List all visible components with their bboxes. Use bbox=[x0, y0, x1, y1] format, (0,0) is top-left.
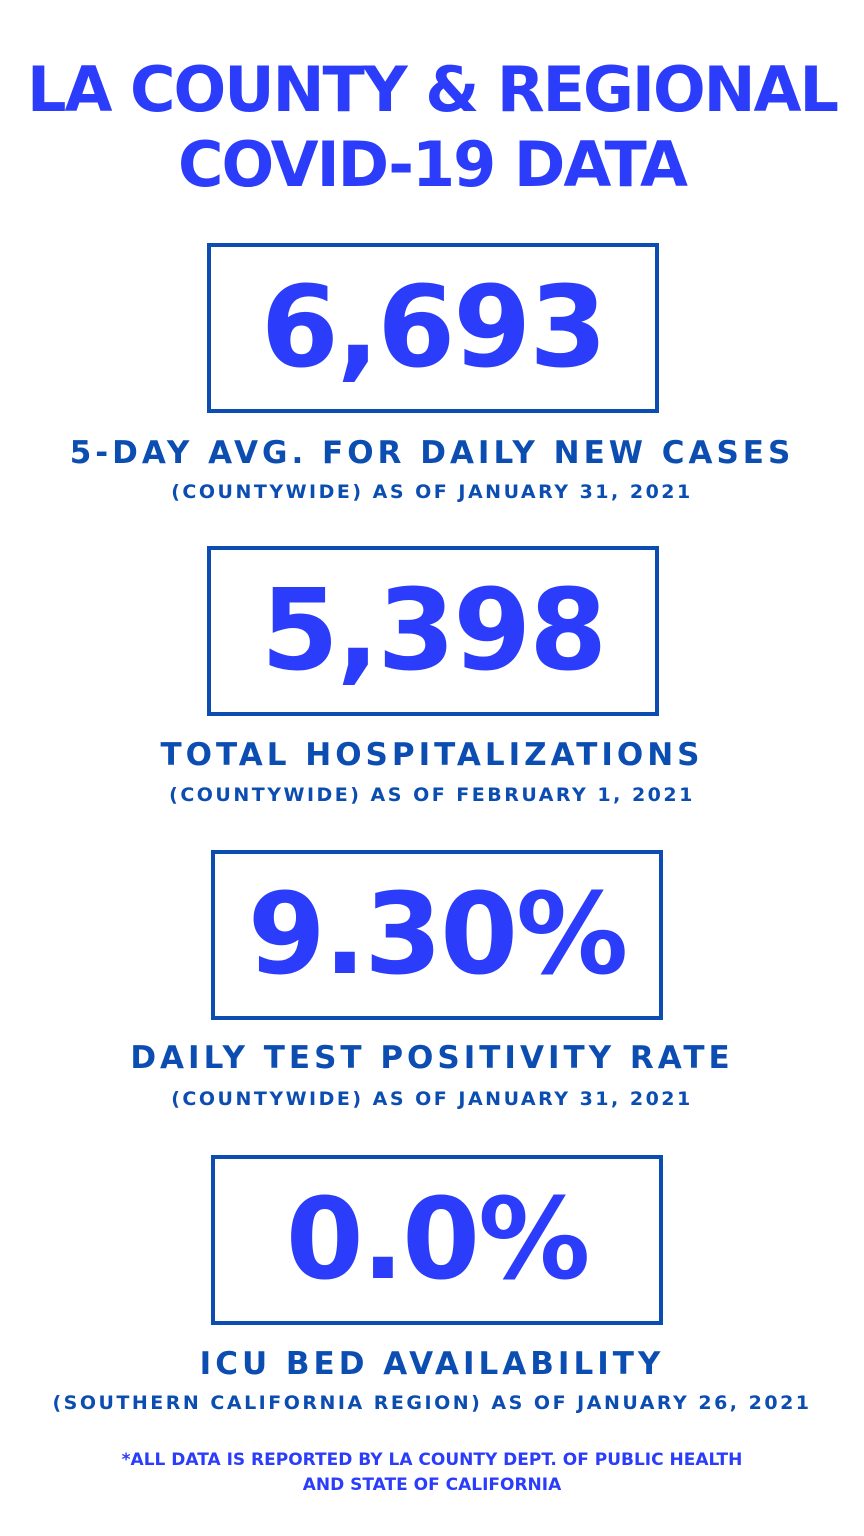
stat-box-positivity: 9.30% bbox=[211, 850, 663, 1020]
stat-label: TOTAL HOSPITALIZATIONS bbox=[160, 737, 704, 773]
stat-box-new-cases: 6,693 bbox=[207, 243, 659, 413]
stat-sub: (COUNTYWIDE) AS OF FEBRUARY 1, 2021 bbox=[169, 784, 695, 806]
stat-label: 5-DAY AVG. FOR DAILY NEW CASES bbox=[69, 435, 795, 471]
stat-sub: (COUNTYWIDE) AS OF JANUARY 31, 2021 bbox=[171, 1088, 693, 1110]
stat-box-hospitalizations: 5,398 bbox=[207, 546, 659, 716]
stat-box-icu: 0.0% bbox=[211, 1155, 663, 1325]
stat-value: 9.30% bbox=[247, 870, 629, 1000]
title-line-1: LA COUNTY & REGIONAL bbox=[26, 53, 839, 126]
footer-line-2: AND STATE OF CALIFORNIA bbox=[302, 1475, 562, 1495]
title-line-2: COVID-19 DATA bbox=[178, 128, 688, 201]
stat-sub: (COUNTYWIDE) AS OF JANUARY 31, 2021 bbox=[171, 481, 693, 503]
footer-line-1: *ALL DATA IS REPORTED BY LA COUNTY DEPT.… bbox=[121, 1450, 743, 1470]
stat-label: DAILY TEST POSITIVITY RATE bbox=[130, 1040, 734, 1076]
stat-value: 6,693 bbox=[260, 263, 607, 393]
stat-value: 0.0% bbox=[285, 1175, 591, 1305]
stat-label: ICU BED AVAILABILITY bbox=[199, 1346, 665, 1382]
stat-sub: (SOUTHERN CALIFORNIA REGION) AS OF JANUA… bbox=[52, 1392, 812, 1414]
stat-value: 5,398 bbox=[260, 566, 607, 696]
